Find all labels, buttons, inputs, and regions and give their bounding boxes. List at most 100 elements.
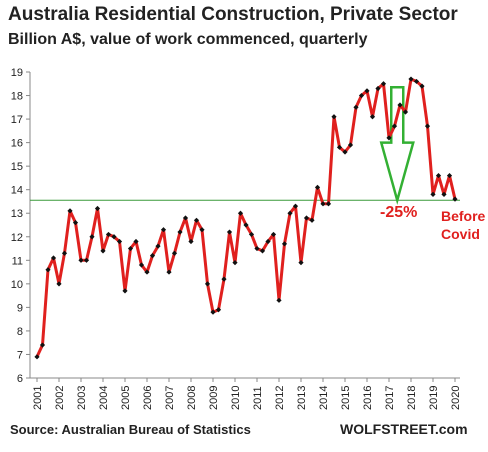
data-point xyxy=(270,231,277,238)
data-point xyxy=(89,234,95,240)
data-point xyxy=(177,229,183,235)
data-point xyxy=(127,245,134,252)
data-point xyxy=(61,250,68,256)
x-tick-label: 2003 xyxy=(76,386,88,410)
data-point xyxy=(441,191,447,197)
data-point xyxy=(331,114,337,120)
data-point xyxy=(94,205,101,212)
x-tick-label: 2005 xyxy=(120,386,132,410)
data-point xyxy=(413,78,420,85)
data-point xyxy=(149,253,156,259)
brand-watermark: WOLFSTREET.com xyxy=(340,421,468,437)
data-point xyxy=(204,281,211,287)
data-point xyxy=(281,241,288,247)
y-tick-label: 15 xyxy=(11,161,23,173)
x-tick-label: 2011 xyxy=(252,386,264,410)
data-point xyxy=(45,267,51,273)
data-point xyxy=(34,354,40,360)
data-point xyxy=(166,269,172,275)
data-point xyxy=(221,276,227,282)
data-point xyxy=(144,269,150,275)
data-point xyxy=(386,135,392,141)
y-tick-label: 19 xyxy=(11,67,23,79)
data-point xyxy=(248,231,255,238)
data-point xyxy=(452,196,458,202)
data-point xyxy=(276,297,282,303)
x-tick-label: 2009 xyxy=(208,386,220,410)
data-point xyxy=(397,102,403,108)
data-point xyxy=(347,142,354,148)
data-point xyxy=(446,172,453,179)
data-point xyxy=(364,88,370,94)
data-point xyxy=(325,201,332,207)
y-tick-label: 12 xyxy=(11,232,23,244)
data-point xyxy=(314,184,321,190)
data-point xyxy=(265,238,271,245)
data-point xyxy=(391,123,398,129)
y-tick-label: 6 xyxy=(17,373,23,385)
y-tick-label: 11 xyxy=(12,255,23,267)
data-point xyxy=(56,281,62,287)
data-point xyxy=(309,217,315,223)
x-tick-label: 2002 xyxy=(54,386,66,410)
x-tick-label: 2015 xyxy=(340,386,352,410)
x-tick-label: 2020 xyxy=(450,386,462,410)
x-tick-label: 2008 xyxy=(186,386,198,410)
data-point xyxy=(138,262,145,268)
data-point xyxy=(292,203,299,209)
drop-percent-label: -25% xyxy=(380,204,418,221)
data-point xyxy=(78,257,84,263)
source-note: Source: Australian Bureau of Statistics xyxy=(10,422,251,437)
data-point xyxy=(435,172,442,179)
data-point xyxy=(100,248,106,254)
data-point xyxy=(430,191,436,197)
data-point xyxy=(408,76,414,82)
chart-title: Australia Residential Construction, Priv… xyxy=(8,4,458,25)
data-point xyxy=(336,144,343,150)
data-point xyxy=(122,288,128,294)
y-tick-label: 7 xyxy=(17,349,23,361)
x-tick-label: 2018 xyxy=(406,386,418,410)
data-point xyxy=(215,307,222,313)
data-point xyxy=(342,149,348,155)
data-point xyxy=(298,260,304,266)
y-tick-label: 16 xyxy=(11,138,23,150)
x-tick-label: 2010 xyxy=(230,386,242,410)
data-point xyxy=(133,238,139,245)
data-point xyxy=(259,248,266,254)
data-point xyxy=(182,215,189,221)
x-tick-label: 2007 xyxy=(164,386,176,410)
before-covid-label-line1: Before xyxy=(441,208,486,224)
data-point xyxy=(67,208,73,214)
y-tick-label: 9 xyxy=(17,302,23,314)
data-point xyxy=(287,210,293,216)
data-point xyxy=(155,243,161,249)
data-point xyxy=(380,81,387,87)
data-point xyxy=(111,234,117,240)
data-point xyxy=(160,227,167,233)
data-point xyxy=(199,227,205,233)
x-tick-label: 2013 xyxy=(296,386,308,410)
y-tick-label: 13 xyxy=(11,208,23,220)
drop-arrow-icon xyxy=(379,86,415,205)
data-point xyxy=(193,217,200,223)
x-tick-label: 2001 xyxy=(32,386,44,410)
data-point xyxy=(226,229,233,235)
x-tick-label: 2014 xyxy=(318,386,330,410)
data-point xyxy=(116,238,123,245)
x-tick-label: 2012 xyxy=(274,386,286,410)
x-tick-label: 2016 xyxy=(362,386,374,410)
data-point xyxy=(320,201,326,207)
data-point xyxy=(254,245,260,252)
x-tick-label: 2019 xyxy=(428,386,440,410)
data-point xyxy=(353,104,359,110)
data-point xyxy=(105,231,112,238)
y-tick-label: 18 xyxy=(11,91,23,103)
data-point xyxy=(419,83,425,89)
data-point xyxy=(303,215,310,221)
data-point xyxy=(243,222,249,228)
data-point xyxy=(402,109,409,115)
data-point xyxy=(83,257,90,263)
data-point xyxy=(188,238,194,245)
